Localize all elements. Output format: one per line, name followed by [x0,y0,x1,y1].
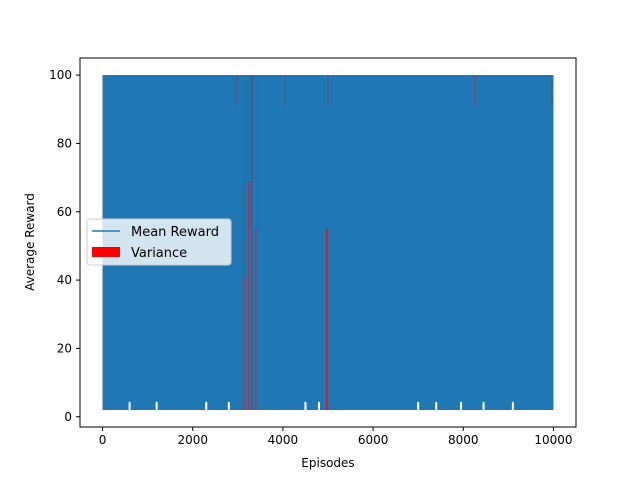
mean-reward-band-segment [244,75,249,410]
series-layer [102,75,554,410]
x-tick-label: 2000 [177,433,208,447]
legend-label-variance: Variance [131,246,187,261]
y-tick-label: 0 [64,410,72,424]
mean-reward-band-segment [252,75,256,410]
x-tick-label: 10000 [534,433,572,447]
legend-box [86,218,232,266]
y-tick-label: 60 [57,205,72,219]
x-axis-label: Episodes [301,456,354,470]
x-axis: 0 2000 4000 6000 8000 10000 [99,427,573,447]
mean-reward-band-segment [249,75,252,410]
mean-reward-band-segment [327,75,554,410]
plot-frame [79,57,577,428]
x-tick-label: 0 [99,433,107,447]
legend: Mean Reward Variance [86,218,232,266]
legend-swatch-variance [92,247,120,257]
y-axis: 0 20 40 60 80 100 [49,68,80,424]
y-tick-label: 100 [49,68,72,82]
mean-reward-band-segment [256,75,327,410]
y-axis-label: Average Reward [23,193,37,291]
legend-label-mean-reward: Mean Reward [131,225,219,240]
x-tick-label: 4000 [268,433,299,447]
x-tick-label: 8000 [448,433,479,447]
y-tick-label: 40 [57,273,72,287]
plot-area [102,75,554,410]
x-tick-label: 6000 [358,433,389,447]
y-tick-label: 80 [57,136,72,150]
y-tick-label: 20 [57,341,72,355]
